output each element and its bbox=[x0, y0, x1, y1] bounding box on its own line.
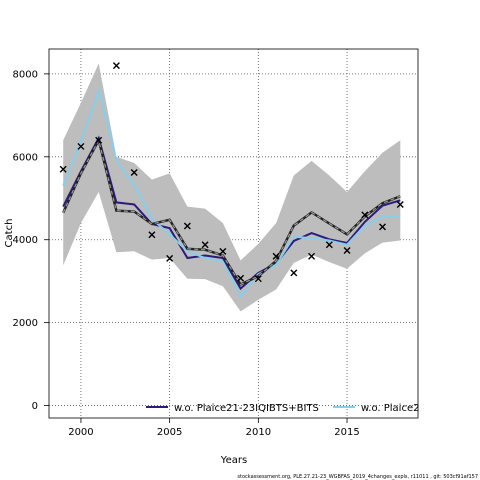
observed-point bbox=[343, 247, 351, 254]
x-axis: 2000 2005 2010 2015 bbox=[68, 418, 360, 438]
observed-point bbox=[308, 252, 316, 260]
observed-point bbox=[396, 200, 404, 208]
x-tick-label: 2010 bbox=[246, 427, 271, 438]
footer-text: stockassessment.org, PLE.27.21-23_WGBFAS… bbox=[237, 474, 478, 480]
observed-point bbox=[77, 142, 85, 150]
observed-point bbox=[325, 241, 333, 249]
series-line-plaice21-23 bbox=[62, 135, 401, 291]
x-tick-label: 2005 bbox=[157, 427, 182, 438]
y-axis: 0 2000 4000 6000 8000 bbox=[13, 69, 49, 412]
observed-point bbox=[112, 62, 120, 70]
observed-point bbox=[148, 231, 156, 239]
legend-label-plaice2: w.o. Plaice2 bbox=[361, 403, 419, 414]
observed-points bbox=[59, 62, 404, 283]
plot-frame bbox=[48, 48, 419, 419]
x-tick-label: 2015 bbox=[334, 427, 359, 438]
legend-label-plaice21-23: w.o. Plaice21-23IQIBTS+BITS bbox=[174, 403, 319, 414]
legend: w.o. Plaice21-23IQIBTS+BITS w.o. Plaice2 bbox=[146, 403, 419, 414]
y-tick-label: 2000 bbox=[13, 318, 38, 329]
series-line-plaice2 bbox=[62, 87, 401, 298]
observed-point bbox=[290, 269, 298, 277]
y-tick-label: 4000 bbox=[13, 235, 38, 246]
series-line-reference-dash bbox=[62, 138, 401, 286]
x-tick-label: 2000 bbox=[68, 427, 93, 438]
observed-point bbox=[130, 169, 138, 177]
observed-point bbox=[183, 222, 191, 230]
y-axis-title: Catch bbox=[4, 219, 15, 248]
observed-point bbox=[361, 211, 369, 219]
observed-point bbox=[201, 241, 209, 249]
observed-point bbox=[59, 165, 67, 173]
observed-point bbox=[379, 223, 387, 231]
observed-point bbox=[237, 274, 245, 282]
series-lines bbox=[62, 87, 401, 298]
y-tick-label: 8000 bbox=[13, 69, 38, 80]
observed-point bbox=[272, 252, 280, 260]
confidence-band bbox=[63, 63, 401, 312]
y-tick-label: 6000 bbox=[13, 152, 38, 163]
x-axis-title: Years bbox=[220, 455, 247, 466]
observed-point bbox=[95, 136, 103, 144]
observed-point bbox=[166, 254, 174, 262]
y-tick-label: 0 bbox=[32, 401, 38, 412]
observed-point bbox=[254, 275, 262, 283]
observed-point bbox=[219, 247, 227, 255]
